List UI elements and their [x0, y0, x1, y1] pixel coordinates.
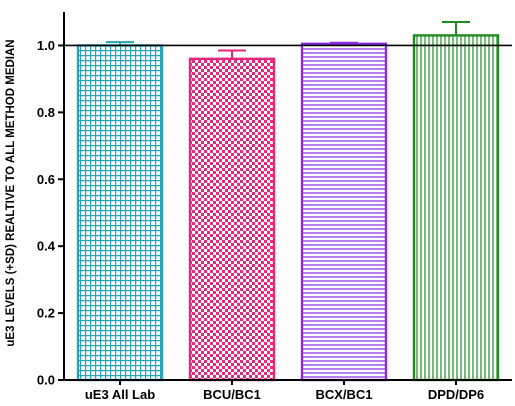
y-tick-label: 0.6 — [37, 172, 55, 187]
x-category-label: BCU/BC1 — [203, 387, 261, 402]
bar-dpd-dp6 — [412, 34, 500, 382]
y-axis-title: uE3 LEVELS (+SD) REALTIVE TO ALL METHOD … — [5, 39, 17, 346]
x-labels-layer: uE3 All Lab BCU/BC1 BCX/BC1 DPD/DP6 — [85, 380, 484, 402]
error-bars-layer — [106, 21, 470, 59]
x-category-label: uE3 All Lab — [85, 387, 155, 402]
y-tick-label: 0.2 — [37, 306, 55, 321]
y-tick-label: 0.4 — [37, 239, 56, 254]
x-category-label: BCX/BC1 — [315, 387, 372, 402]
y-tick-label: 1.0 — [37, 38, 55, 53]
y-tick-label: 0.8 — [37, 105, 55, 120]
y-ticks-layer: 0.0 0.2 0.4 0.6 0.8 1.0 — [37, 38, 64, 388]
y-tick-label: 0.0 — [37, 373, 55, 388]
bar-bcx-bc1 — [300, 42, 388, 382]
x-category-label: DPD/DP6 — [428, 387, 484, 402]
bars-layer — [76, 34, 500, 382]
bar-ue3-all-lab — [76, 44, 164, 382]
bar-bcu-bc1 — [188, 57, 276, 382]
